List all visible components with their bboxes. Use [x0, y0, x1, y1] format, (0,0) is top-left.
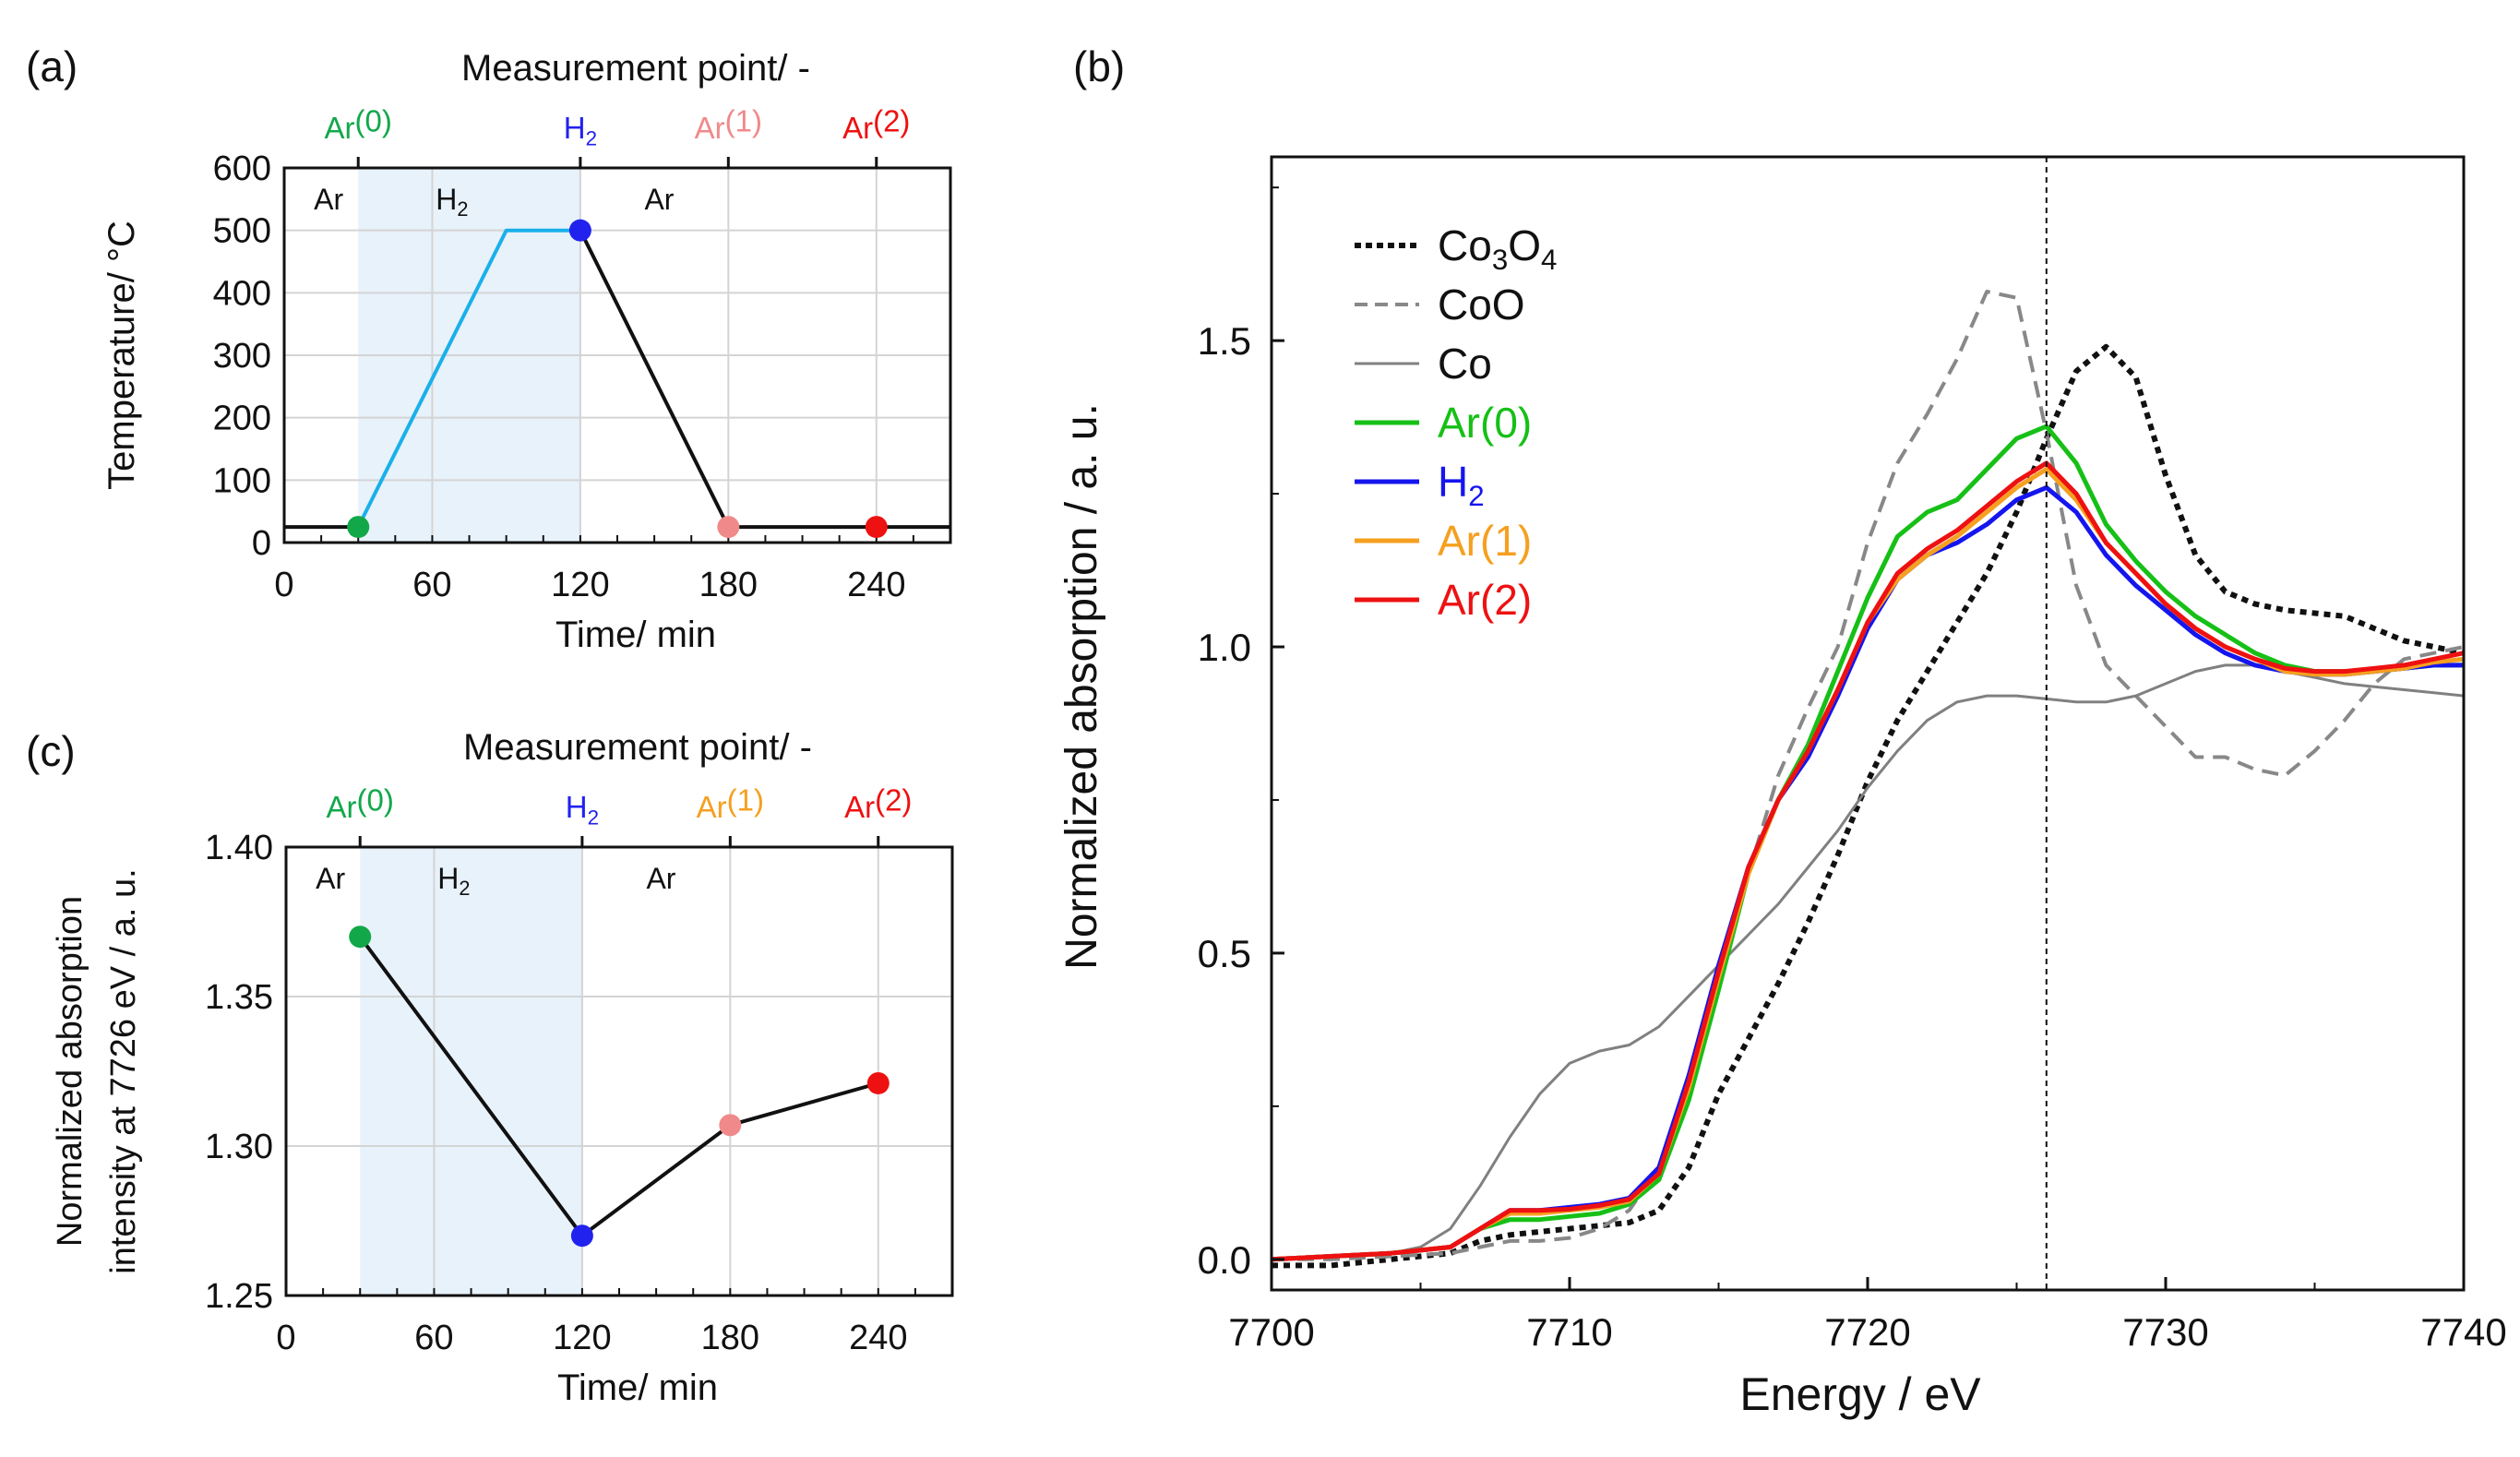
- x-tick-label: 120: [551, 566, 609, 604]
- y-tick-label: 1.25: [205, 1277, 273, 1316]
- region-label: Ar: [316, 862, 345, 895]
- legend-label: Ar(1): [1438, 517, 1532, 565]
- region-label: Ar: [314, 183, 343, 216]
- panel-label: (c): [26, 727, 76, 775]
- y-tick-label: 100: [213, 461, 271, 500]
- x-axis-title: Time/ min: [555, 615, 716, 655]
- data-point: [719, 1114, 742, 1137]
- top-axis-title: Measurement point/ -: [463, 727, 812, 768]
- data-point: [717, 516, 740, 539]
- x-axis-title: Time/ min: [557, 1367, 718, 1408]
- x-tick-label: 120: [553, 1319, 611, 1357]
- spectrum-line: [1272, 290, 2464, 1261]
- y-tick-label: 200: [213, 400, 271, 438]
- top-tick-label: Ar(0): [325, 104, 392, 145]
- y-tick-label: 300: [213, 337, 271, 376]
- y-axis-title: Normalized absorption / a. u.: [1057, 403, 1106, 970]
- h2-shaded-region: [360, 847, 582, 1296]
- y-tick-label: 0.0: [1198, 1238, 1251, 1282]
- y-axis-title: Normalized absorption: [51, 896, 90, 1247]
- top-tick-label: Ar(0): [327, 783, 394, 824]
- x-tick-label: 60: [412, 566, 451, 604]
- data-point: [866, 1071, 890, 1094]
- y-tick-label: 1.35: [205, 978, 273, 1017]
- region-label: Ar: [646, 862, 675, 895]
- x-tick-label: 7730: [2122, 1310, 2208, 1354]
- x-tick-label: 180: [701, 1319, 759, 1357]
- spectrum-line: [1272, 467, 2464, 1262]
- legend-label: Co: [1438, 340, 1492, 388]
- legend-label: Ar(0): [1438, 399, 1532, 447]
- top-tick-label: H2: [566, 790, 599, 829]
- data-point: [347, 516, 370, 539]
- plot-frame: [282, 166, 952, 544]
- legend-label: Ar(2): [1438, 576, 1532, 624]
- top-tick-label: Ar(2): [842, 104, 910, 145]
- x-tick-label: 7700: [1228, 1310, 1314, 1354]
- region-label: H2: [436, 183, 468, 221]
- data-point: [865, 516, 888, 539]
- panel-label: (b): [1073, 42, 1125, 90]
- panel-label: (a): [26, 42, 78, 90]
- spectrum-line: [1272, 460, 2464, 1262]
- top-tick-label: Ar(1): [697, 783, 764, 824]
- y-tick-label: 1.0: [1198, 626, 1251, 669]
- spectrum-line: [1272, 343, 2464, 1269]
- y-tick-label: 1.30: [205, 1128, 273, 1166]
- x-tick-label: 240: [847, 566, 905, 604]
- x-tick-label: 7710: [1526, 1310, 1612, 1354]
- y-tick-label: 400: [213, 274, 271, 313]
- x-tick-label: 0: [274, 566, 293, 604]
- y-axis-title: intensity at 7726 eV / a. u.: [104, 868, 143, 1273]
- legend-label: H2: [1438, 458, 1485, 512]
- x-tick-label: 60: [414, 1319, 453, 1357]
- y-tick-label: 500: [213, 212, 271, 251]
- y-tick-label: 0: [252, 524, 271, 563]
- x-tick-label: 180: [699, 566, 758, 604]
- y-tick-label: 1.40: [205, 829, 273, 867]
- data-point: [349, 926, 372, 949]
- x-axis-title: Energy / eV: [1739, 1368, 1981, 1420]
- top-axis-title: Measurement point/ -: [461, 48, 810, 89]
- panel-c: Ar H2 Ar Measurement point/ - Ar(0) H2 Ar(1) Ar…: [26, 727, 954, 1408]
- top-tick-label: Ar(2): [844, 783, 912, 824]
- x-tick-label: 7720: [1824, 1310, 1910, 1354]
- plot-frame: [284, 845, 954, 1297]
- y-axis-title: Temperature/ °C: [102, 221, 142, 490]
- series-group: [1272, 290, 2464, 1269]
- series-line: [579, 229, 950, 530]
- region-label: Ar: [644, 183, 674, 216]
- panel-a: Ar H2 Ar Measurement point/ - Ar(0) H2 Ar(1) Ar…: [26, 42, 952, 655]
- data-point: [570, 1224, 593, 1248]
- y-tick-label: 1.5: [1198, 319, 1251, 363]
- x-tick-label: 0: [276, 1319, 295, 1357]
- data-point: [568, 219, 591, 242]
- region-label: H2: [437, 862, 470, 900]
- x-tick-label: 240: [849, 1319, 907, 1357]
- y-tick-label: 600: [213, 149, 271, 188]
- series-line: [356, 228, 580, 528]
- top-tick-label: H2: [564, 111, 597, 149]
- y-tick-label: 0.5: [1198, 932, 1251, 975]
- series-line: [358, 936, 879, 1238]
- spectrum-line: [1272, 424, 2464, 1262]
- x-tick-label: 7740: [2420, 1310, 2506, 1354]
- top-tick-label: Ar(1): [695, 104, 762, 145]
- spectrum-line: [1272, 663, 2464, 1261]
- legend-label: CoO: [1438, 281, 1525, 328]
- legend-label: Co3O4: [1438, 221, 1557, 276]
- panel-b: (b) 7700 7710 7720 7730 7740 0.0 0.5 1.0 1.5 Energ…: [1057, 42, 2507, 1420]
